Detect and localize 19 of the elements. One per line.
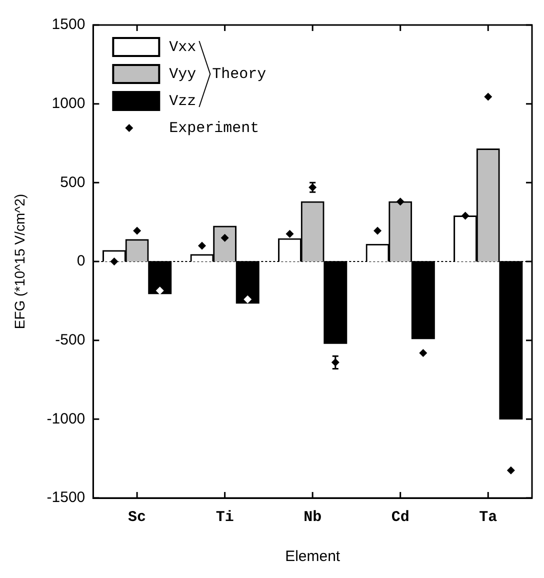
y-tick-label: 1500 xyxy=(52,16,86,34)
x-tick-label: Cd xyxy=(391,508,410,526)
y-tick-label: 0 xyxy=(76,252,86,270)
legend-label: Vzz xyxy=(169,92,196,110)
y-axis-title: EFG (*10^15 V/cm^2) xyxy=(11,194,28,330)
x-tick-label: Sc xyxy=(128,508,146,526)
y-tick-label: -1000 xyxy=(46,410,86,428)
x-tick-label: Ta xyxy=(479,508,498,526)
x-axis-title: Element xyxy=(285,548,341,566)
y-tick-label: 500 xyxy=(60,174,86,191)
x-tick-label: Ti xyxy=(216,508,234,526)
y-tick-label: -1500 xyxy=(46,489,86,506)
legend-label: Experiment xyxy=(169,120,260,137)
legend-label: Vxx xyxy=(169,38,196,56)
y-tick-label: 1000 xyxy=(52,94,86,112)
y-tick-label: -500 xyxy=(55,331,86,348)
legend-label: Vyy xyxy=(169,66,196,83)
x-tick-label: Nb xyxy=(304,508,322,526)
annotation: Theory xyxy=(212,66,266,83)
